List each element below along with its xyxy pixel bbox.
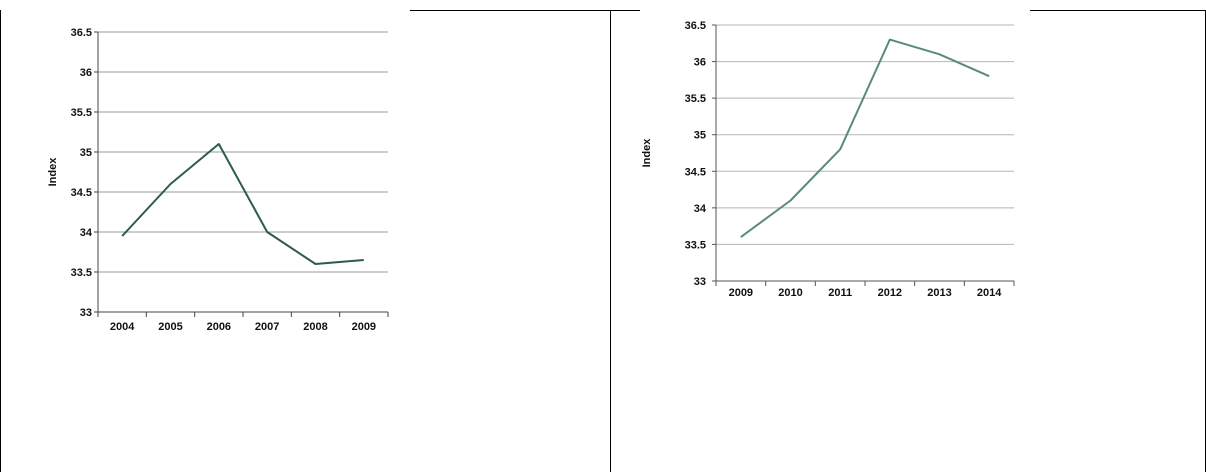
- y-tick-label: 35: [694, 130, 706, 142]
- x-tick-label: 2005: [158, 321, 182, 333]
- y-tick-label: 36: [694, 57, 706, 69]
- y-tick-label: 36: [80, 67, 92, 79]
- y-tick-label: 35.5: [71, 107, 92, 119]
- chart-panel-right: 33 33.5 34 34.5 35 35.5 36 36.5 2009 2010 2011 2012…: [610, 0, 1206, 472]
- x-tick-label: 2004: [110, 321, 135, 333]
- x-tick-label: 2010: [778, 287, 802, 299]
- y-tick-label: 34: [80, 227, 93, 239]
- y-tick-label: 35: [80, 147, 92, 159]
- x-tick-label: 2009: [729, 287, 753, 299]
- x-tick-label: 2006: [207, 321, 231, 333]
- y-tick-label: 36.5: [685, 20, 706, 32]
- x-tick-label: 2008: [303, 321, 327, 333]
- x-tick-label: 2009: [352, 321, 376, 333]
- series-line: [740, 38, 990, 238]
- x-tick-label: 2014: [977, 287, 1002, 299]
- x-tick-label: 2012: [878, 287, 902, 299]
- y-tick-label: 33: [80, 307, 92, 319]
- x-tick-label: 2011: [828, 287, 852, 299]
- line-chart-2004-2009: 33 33.5 34 34.5 35 35.5 36 36.5 2004 2005 2006 2007…: [47, 27, 389, 333]
- line-chart-2009-2014: 33 33.5 34 34.5 35 35.5 36 36.5 2009 2010 2011 2012…: [641, 20, 1015, 299]
- y-tick-label: 34: [694, 203, 707, 215]
- series-line: [121, 143, 364, 265]
- chart-panel-left: 33 33.5 34 34.5 35 35.5 36 36.5 2004 2005 2006 2007…: [47, 27, 389, 333]
- y-axis-title: Index: [47, 157, 59, 187]
- y-tick-label: 33.5: [685, 239, 706, 251]
- x-tick-label: 2013: [927, 287, 951, 299]
- y-tick-label: 36.5: [71, 27, 92, 39]
- y-tick-label: 34.5: [71, 187, 92, 199]
- x-tick-label: 2007: [255, 321, 279, 333]
- y-tick-label: 35.5: [685, 93, 706, 105]
- y-tick-label: 34.5: [685, 166, 706, 178]
- y-tick-label: 33.5: [71, 267, 92, 279]
- y-tick-label: 33: [694, 276, 706, 288]
- y-axis-title: Index: [641, 138, 653, 168]
